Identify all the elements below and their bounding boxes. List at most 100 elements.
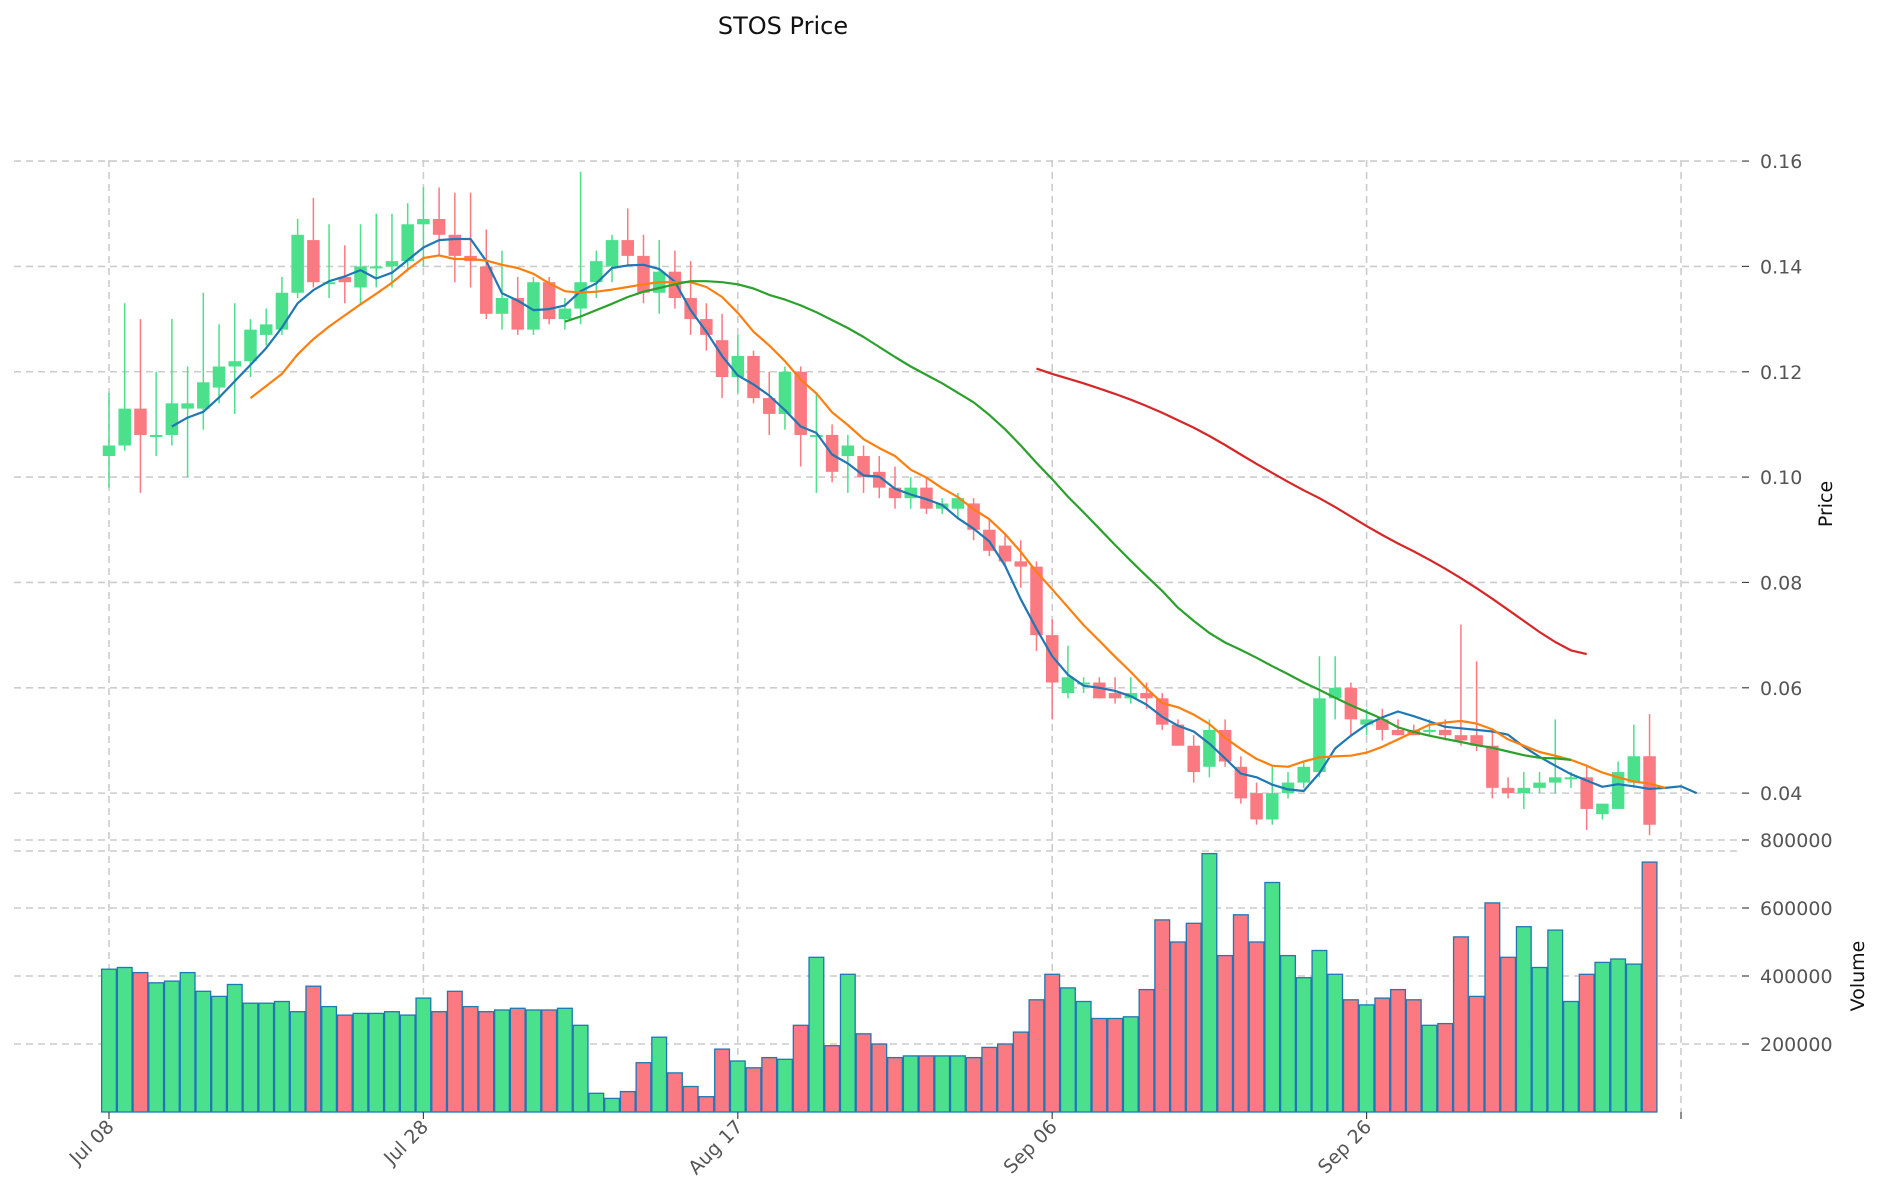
volume-bar [1154,919,1171,1113]
moving-average-line [1036,367,1587,656]
volume-bar [100,968,118,1113]
volume-bar [415,997,432,1113]
volume-bar [949,1055,966,1113]
volume-bar [1484,902,1501,1113]
volume-bar [1012,1031,1029,1113]
volume-bar [1390,988,1407,1113]
volume-bar [352,1012,369,1113]
volume-bar [1028,999,1045,1113]
volume-bar [1122,1016,1139,1113]
volume-bar [871,1043,888,1113]
volume-tick-label: 200000 [1760,1034,1833,1056]
candle-body [1376,719,1389,730]
volume-bar [1547,929,1564,1113]
volume-bar [1217,954,1234,1113]
volume-bar [776,1058,793,1113]
candle-body [1611,772,1625,809]
candle-body [621,240,635,256]
candle-body [888,487,902,499]
volume-bar [289,1011,306,1113]
volume-bar [729,1060,746,1113]
candle-body [480,266,493,314]
candle-body [1517,787,1531,794]
volume-bar [1374,997,1391,1113]
candle-body [794,371,807,435]
volume-bar [258,1002,275,1113]
candle-body [1391,729,1405,736]
price-tick-label: 0.10 [1760,467,1802,489]
candle-body [841,445,855,457]
volume-bar [1107,1017,1124,1113]
volume-bar [1452,936,1469,1113]
candle-body [590,261,603,283]
candle-body [762,398,776,414]
candle-body [197,382,210,409]
candle-body [385,261,399,267]
volume-bar [1562,1000,1579,1113]
candle-body [1061,677,1075,694]
volume-bar [604,1097,621,1113]
volume-bar [1641,861,1658,1113]
volume-bar [242,1002,259,1113]
volume-bar [839,973,856,1113]
candle-body [149,434,163,437]
volume-bar [761,1056,778,1113]
candle-body [1281,782,1295,794]
volume-bar [368,1012,385,1113]
candle-body [1533,782,1546,788]
candle-body [1627,756,1641,783]
volume-bar [792,1024,809,1113]
moving-average-line [564,280,1572,761]
volume-bar [1342,999,1359,1113]
volume-axis-label: Volume [1847,941,1869,1012]
candle-body [134,408,147,435]
candle-body [1423,729,1436,732]
candle-body [228,361,242,367]
candle-body [558,308,572,320]
candle-body [165,403,179,435]
candle-body [951,498,965,509]
candle-body [1438,729,1452,736]
candle-body [1266,793,1279,820]
candle-body [338,276,352,283]
candle-body [1171,724,1185,746]
candle-body [307,240,320,283]
candle-body [605,240,619,267]
candle-body [747,355,760,399]
candle-body [275,292,289,330]
candle-body [1313,698,1326,773]
grid-lines [14,160,1740,1112]
date-tick-label: Sep 26 [1314,1116,1376,1178]
price-tick-label: 0.16 [1760,151,1802,173]
candle-body [1548,777,1562,783]
volume-bar [1279,954,1297,1113]
volume-bar [619,1090,636,1113]
candle-body [1580,777,1593,809]
volume-tick-label: 600000 [1760,898,1833,920]
candle-body [700,319,713,335]
volume-bar [478,1011,495,1113]
volume-bar [886,1056,904,1113]
volume-bar [1500,956,1517,1113]
moving-average-line [249,254,1666,789]
chart-title: STOS Price [718,12,848,40]
volume-bar [651,1036,668,1113]
candle-body [401,224,414,262]
volume-bars [100,852,1658,1113]
volume-tick-label: 800000 [1760,830,1833,852]
volume-bar [509,1007,526,1113]
volume-bar [1059,987,1076,1113]
candle-body [291,234,304,293]
candle-body [432,219,446,235]
volume-bar [918,1055,935,1113]
candle-body [1234,766,1248,799]
price-tick-label: 0.04 [1760,783,1802,805]
date-tick-label: Sep 06 [999,1116,1061,1178]
candle-body [1643,756,1656,825]
volume-bar [305,985,322,1113]
price-tick-label: 0.06 [1760,678,1802,700]
volume-bar [1185,922,1202,1113]
candle-body [244,329,257,362]
volume-bar [1594,961,1611,1113]
volume-bar [1625,963,1642,1113]
